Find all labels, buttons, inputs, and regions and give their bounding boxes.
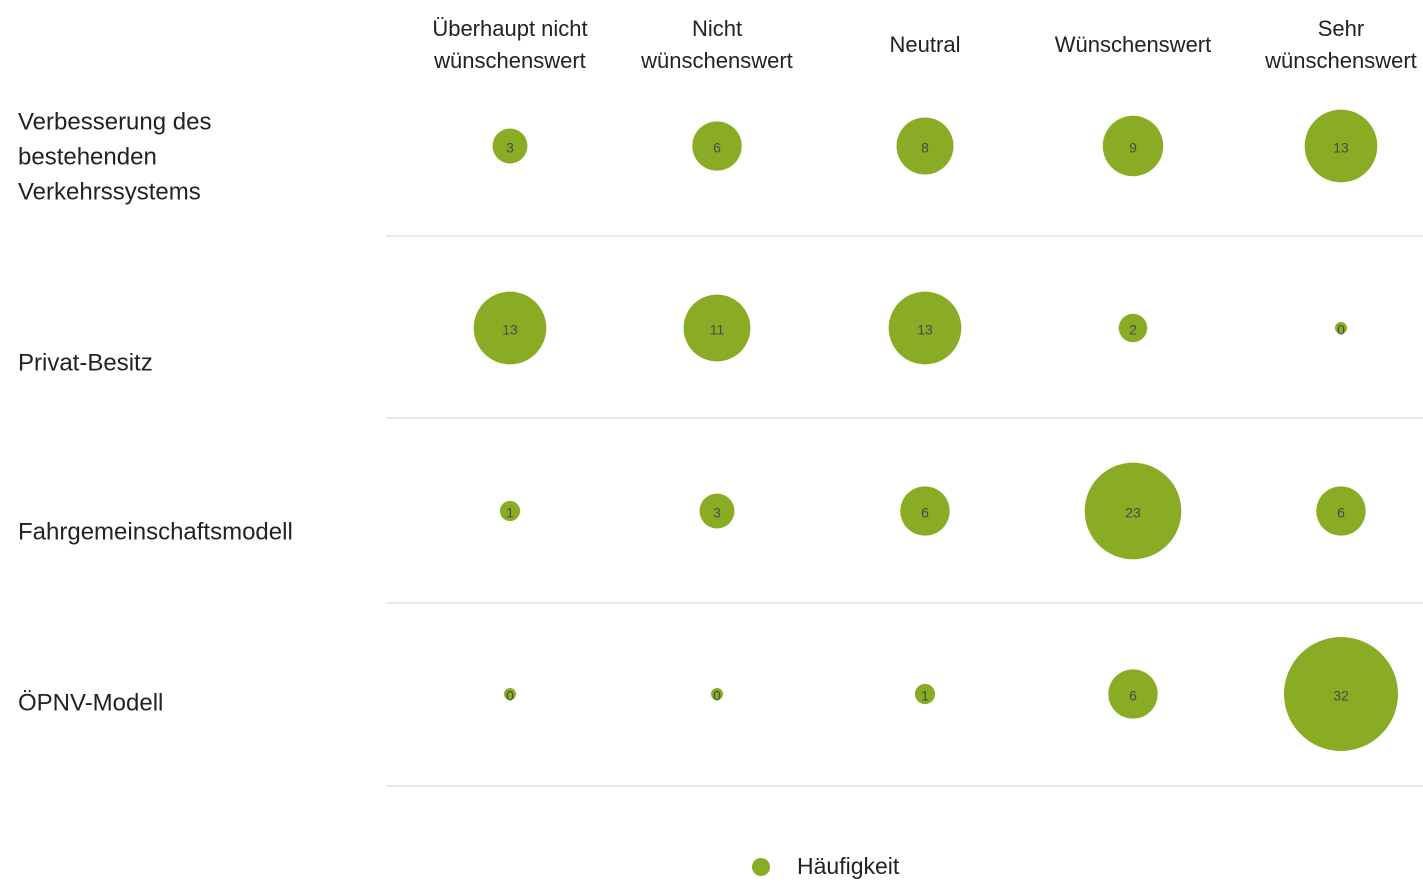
bubble — [692, 121, 742, 171]
bubble-value-label: 13 — [917, 322, 933, 338]
bubble — [683, 294, 751, 362]
bubble-value-label: 6 — [1129, 688, 1137, 704]
row-label: Verkehrssystems — [18, 178, 201, 205]
row-label: Verbesserung des — [18, 108, 211, 135]
column-label: Neutral — [890, 32, 961, 57]
bubble-value-label: 8 — [921, 140, 929, 156]
row-label: bestehenden — [18, 143, 157, 170]
bubble-value-label: 9 — [1129, 140, 1137, 156]
row-label: ÖPNV-Modell — [18, 689, 163, 716]
bubble — [1304, 109, 1378, 183]
bubble-value-label: 11 — [710, 322, 725, 338]
bubble-value-label: 6 — [713, 140, 721, 156]
bubble-value-label: 0 — [1337, 322, 1345, 338]
bubble — [896, 117, 954, 175]
bubble — [1084, 462, 1182, 560]
row-labels: Verbesserung des bestehenden Verkehrssyste… — [18, 108, 293, 716]
bubble — [1108, 669, 1158, 719]
column-label: wünschenswert — [1264, 48, 1417, 73]
column-label: wünschenswert — [433, 48, 586, 73]
bubble-value-label: 13 — [1333, 140, 1349, 156]
column-label: Wünschenswert — [1055, 32, 1212, 57]
bubble — [499, 500, 521, 522]
legend-marker — [752, 858, 770, 876]
bubble-value-label: 6 — [921, 505, 929, 521]
column-label: Sehr — [1318, 16, 1364, 41]
legend: Häufigkeit — [752, 853, 900, 879]
bubble — [504, 688, 516, 700]
bubble — [900, 486, 950, 536]
bubble — [1118, 313, 1148, 343]
legend-label: Häufigkeit — [797, 853, 900, 879]
bubble — [1316, 486, 1366, 536]
bubble-value-label: 3 — [506, 140, 514, 156]
bubble-value-label: 32 — [1333, 688, 1349, 704]
bubble-value-label: 1 — [506, 505, 514, 521]
row-dividers — [386, 235, 1423, 787]
bubble-value-label: 23 — [1125, 505, 1141, 521]
bubble — [473, 291, 547, 365]
bubble — [699, 493, 735, 529]
bubble-value-label: 0 — [506, 688, 514, 704]
column-labels: Überhaupt nicht wünschenswert Nicht wünsche… — [432, 16, 1416, 73]
bubble — [888, 291, 962, 365]
row-label: Privat-Besitz — [18, 349, 153, 376]
column-label: wünschenswert — [640, 48, 793, 73]
bubble-value-label: 3 — [713, 505, 721, 521]
bubble — [1102, 115, 1164, 177]
bubble — [492, 128, 528, 164]
bubble — [1335, 322, 1347, 334]
bubble-value-label: 13 — [502, 322, 518, 338]
column-label: Nicht — [692, 16, 742, 41]
bubble — [914, 683, 936, 705]
bubble — [711, 688, 723, 700]
bubble — [1284, 637, 1398, 751]
bubble-value-label: 6 — [1337, 505, 1345, 521]
bubble-value-label: 0 — [713, 688, 721, 704]
bubble-value-label: 2 — [1129, 322, 1137, 338]
column-label: Überhaupt nicht — [432, 16, 587, 41]
bubble-value-label: 1 — [921, 688, 929, 704]
row-label: Fahrgemeinschaftsmodell — [18, 518, 293, 545]
